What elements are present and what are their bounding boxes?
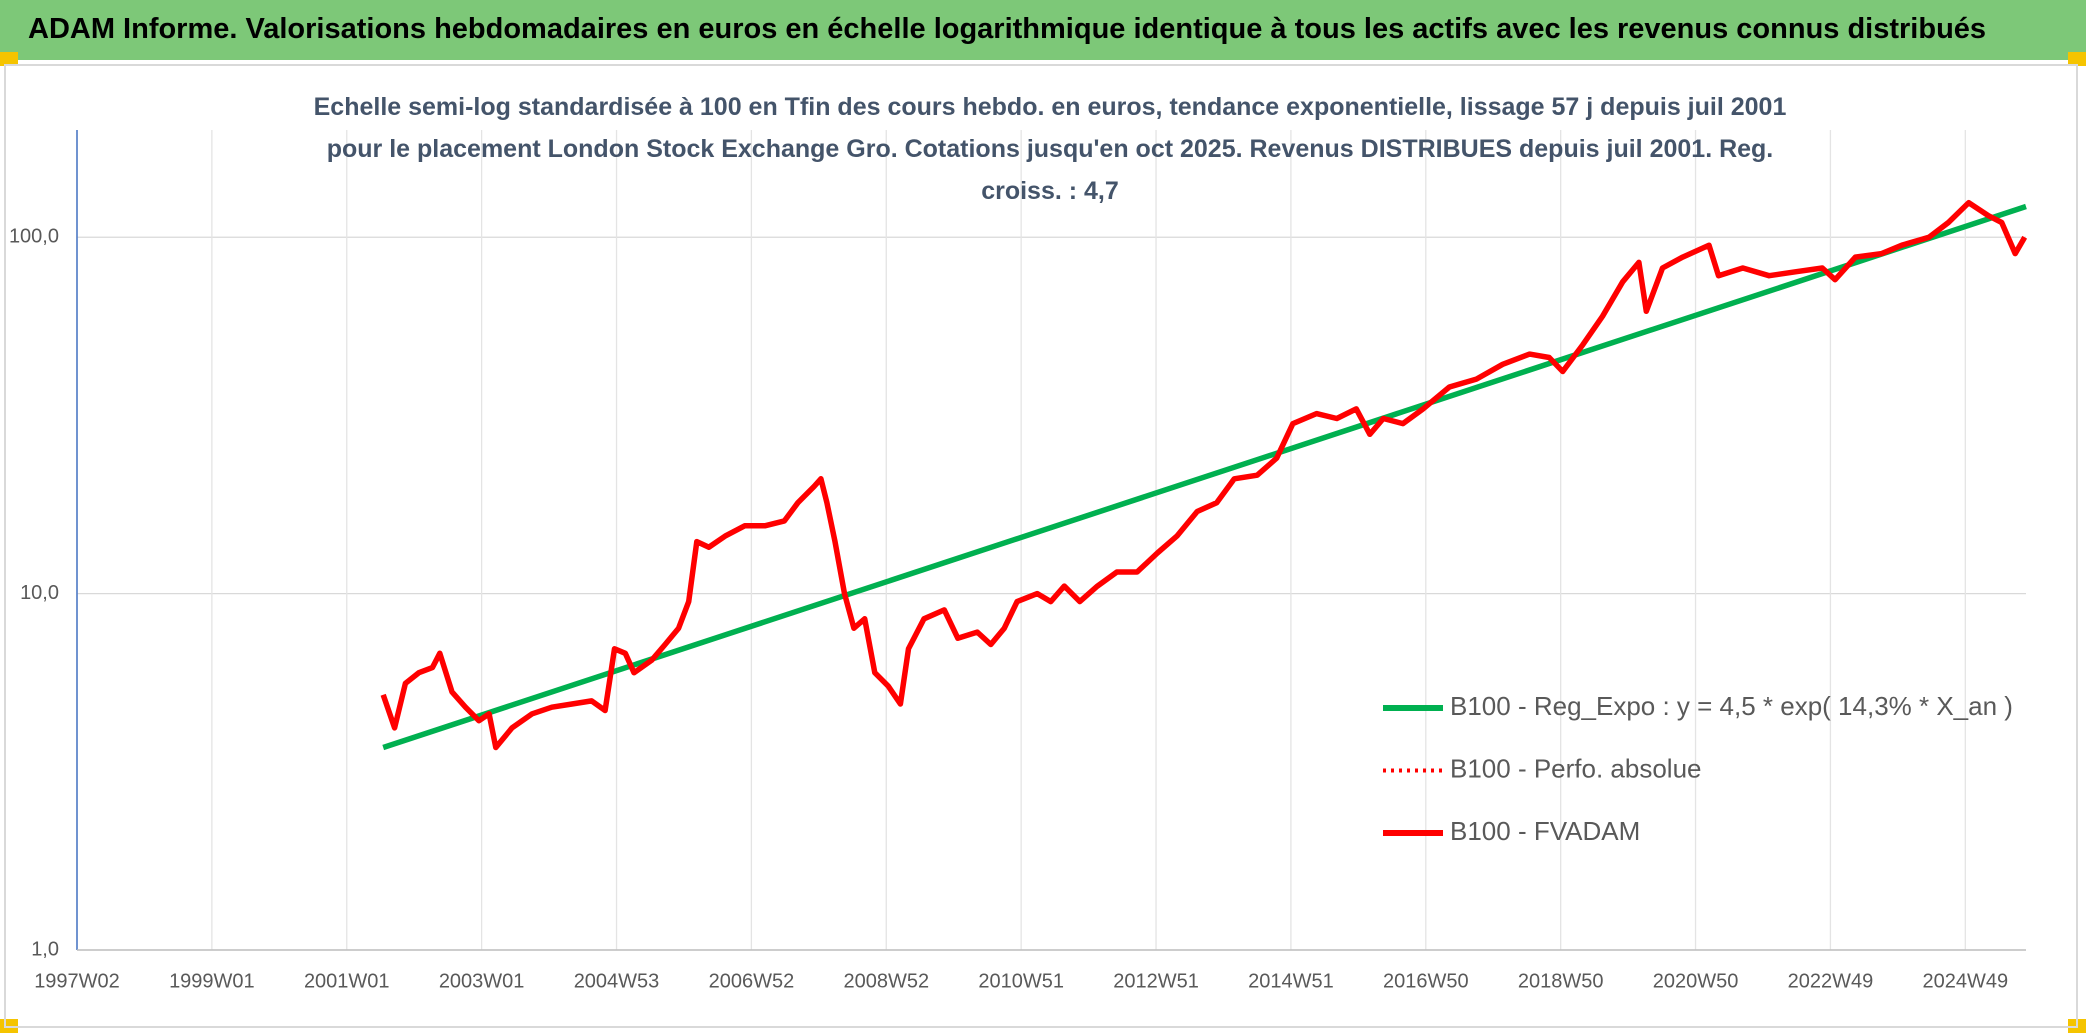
y-tick-label: 10,0 <box>20 582 59 604</box>
x-tick-label: 1999W01 <box>169 970 255 992</box>
corner <box>2068 52 2086 66</box>
x-tick-label: 2024W49 <box>1922 970 2008 992</box>
y-tick-label: 1,0 <box>31 938 59 960</box>
legend-label: B100 - Perfo. absolue <box>1450 753 1702 783</box>
x-tick-label: 1997W02 <box>34 970 120 992</box>
series-line <box>380 199 2028 751</box>
y-tick-label: 100,0 <box>9 226 59 248</box>
x-tick-label: 2022W49 <box>1788 970 1874 992</box>
legend-label: B100 - FVADAM <box>1450 816 1640 846</box>
x-tick-label: 2018W50 <box>1518 970 1604 992</box>
x-tick-label: 2010W51 <box>978 970 1064 992</box>
x-tick-label: 2014W51 <box>1248 970 1334 992</box>
x-tick-label: 2008W52 <box>843 970 929 992</box>
x-tick-label: 2020W50 <box>1653 970 1739 992</box>
x-tick-label: 2006W52 <box>709 970 795 992</box>
header-title: ADAM Informe. Valorisations hebdomadaire… <box>0 0 2086 60</box>
legend-label: B100 - Reg_Expo : y = 4,5 * exp( 14,3% *… <box>1450 691 2013 721</box>
chart-title: Echelle semi-log standardisée à 100 en T… <box>313 93 1787 205</box>
x-tick-label: 2012W51 <box>1113 970 1199 992</box>
x-tick-label: 2016W50 <box>1383 970 1469 992</box>
x-tick-label: 2003W01 <box>439 970 525 992</box>
x-tick-label: 2004W53 <box>574 970 660 992</box>
corner <box>0 52 18 66</box>
frame <box>4 64 2078 1028</box>
x-tick-label: 2001W01 <box>304 970 390 992</box>
